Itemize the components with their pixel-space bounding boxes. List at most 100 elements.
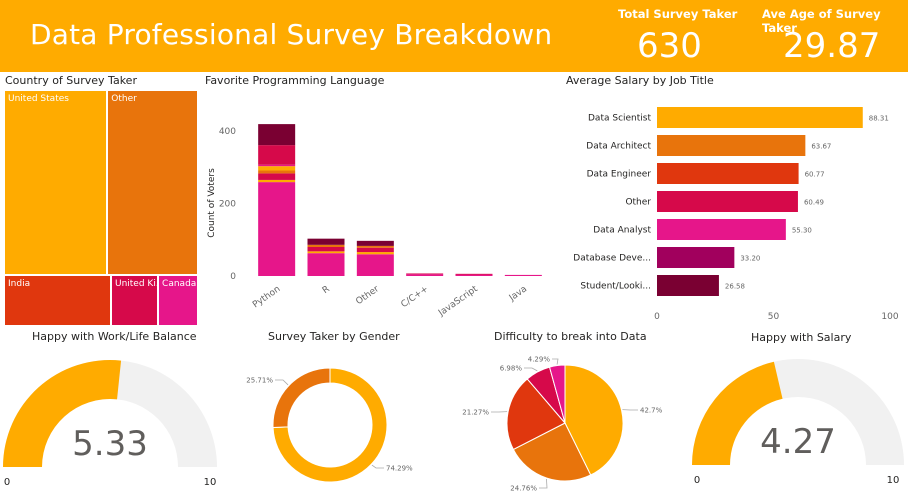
job-title-label: Student/Looki... [580,282,651,292]
bar-segment [258,166,296,171]
bar-segment [356,240,394,246]
bar-segment [356,252,394,255]
gauge-value: 4.27 [760,422,836,462]
gauge-min-label: 0 [4,477,10,488]
salary-value-label: 60.77 [805,171,825,179]
salary-bar [657,219,786,240]
language-chart-title: Favorite Programming Language [205,74,385,87]
y-axis-label: Count of Voters [207,168,217,238]
pie-data-label: 21.27% [462,409,489,417]
salary-value-label: 60.49 [804,199,824,207]
salary-value-label: 33.20 [740,255,760,263]
kpi-age-value: 29.87 [783,26,881,66]
x-tick-label: 50 [768,312,780,322]
pie-leader-line [524,367,538,372]
pie-data-label: 42.7% [640,407,663,415]
pie-slice [506,378,566,451]
pie-slice [548,364,566,424]
y-tick-label: 200 [219,200,236,210]
pie-data-label: 4.29% [528,356,551,364]
bar-segment [258,170,296,174]
pie-leader-line [275,379,289,386]
job-title-label: Database Deve... [573,254,651,264]
job-title-label: Data Engineer [587,170,652,180]
treemap-cell[interactable]: United States [4,90,108,275]
treemap-cell-label: India [8,278,31,289]
salary-bar [657,275,719,296]
treemap-cell[interactable]: Other [107,90,198,275]
job-title-label: Data Analyst [593,226,651,236]
country-chart-title: Country of Survey Taker [5,74,137,87]
gauge-fill [3,359,122,467]
bar-segment [258,182,296,276]
pie-slice [272,367,331,429]
salary-bar [657,191,798,212]
gauge-track [692,359,904,465]
gauge-max-label: 10 [887,475,900,486]
salary-value-label: 88.31 [869,115,889,123]
x-tick-label: R [321,284,332,296]
salary-bar [657,135,806,156]
pie-data-label: 6.98% [500,365,523,373]
kpi-age-label: Ave Age of Survey Taker [762,7,881,35]
bar-segment [258,164,296,167]
treemap-cell-label: United States [8,94,69,104]
country-treemap[interactable]: United States Other India United Ki... Canad… [4,90,198,326]
gauge-track [3,360,217,467]
pie-leader-line [371,464,384,469]
salary-bar [657,107,863,128]
salary-gauge-title: Happy with Salary [751,331,852,344]
job-title-label: Data Scientist [588,114,651,124]
pie-slice [526,366,566,424]
bar-segment [406,273,444,275]
difficulty-chart-title: Difficulty to break into Data [494,330,647,343]
bar-segment [307,247,345,252]
bar-segment [455,273,493,275]
y-tick-label: 400 [219,127,236,137]
bar-segment [307,238,345,245]
bar-segment [455,274,493,276]
bar-segment [356,247,394,253]
bar-segment [307,251,345,254]
salary-value-label: 55.30 [792,227,812,235]
salary-bar [657,163,799,184]
salary-value-label: 26.58 [725,283,745,291]
bar-segment [307,244,345,247]
bar-segment [258,145,296,165]
bar-segment [356,245,394,248]
gauge-fill [692,361,783,465]
pie-slice [564,364,624,476]
bar-segment [258,179,296,183]
gender-chart-title: Survey Taker by Gender [268,330,400,343]
pie-leader-line [539,478,548,489]
kpi-total-label: Total Survey Taker [618,7,738,21]
treemap-cell-label: Canada [162,278,197,289]
pie-data-label: 74.29% [386,465,413,473]
dashboard-title: Data Professional Survey Breakdown [30,18,553,51]
salary-bar [657,247,735,268]
bar-segment [307,253,345,276]
bar-segment [258,124,296,146]
pie-slice [272,367,388,483]
gauge-min-label: 0 [694,475,700,486]
treemap-cell[interactable]: United Ki... [110,274,159,326]
salary-chart-title: Average Salary by Job Title [566,74,714,87]
treemap-cell-label: United Ki... [114,278,158,289]
x-tick-label: Python [251,284,282,310]
gauge-value: 5.33 [72,424,148,464]
pie-leader-line [552,358,559,365]
bar-segment [258,173,296,180]
gauge-max-label: 10 [204,477,217,488]
bar-segment [356,254,394,276]
treemap-cell[interactable]: India [4,274,111,326]
kpi-total-value: 630 [637,26,702,66]
treemap-cell-label: Other [111,94,137,104]
treemap-cell[interactable]: Canada [158,274,198,326]
pie-data-label: 24.76% [510,485,537,493]
x-tick-label: 0 [654,312,660,322]
x-tick-label: Other [354,284,381,307]
job-title-label: Data Architect [586,142,651,152]
y-tick-label: 0 [230,272,236,282]
salary-value-label: 63.67 [811,143,831,151]
x-tick-label: C/C++ [400,284,431,310]
